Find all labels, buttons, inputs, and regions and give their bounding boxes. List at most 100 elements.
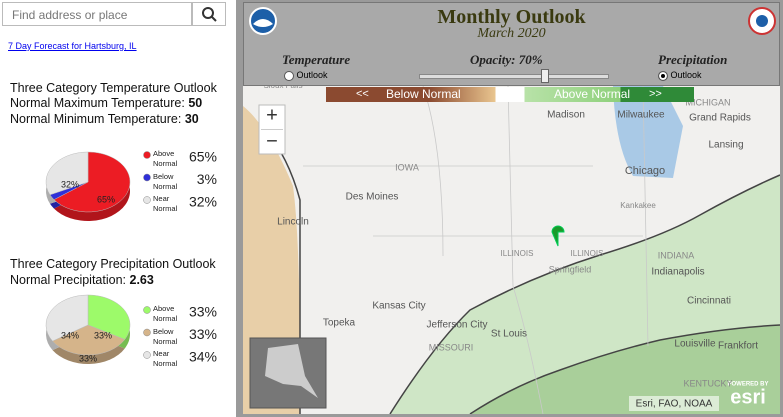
lake-michigan — [613, 86, 683, 178]
outlook-boundary — [389, 174, 780, 414]
pie-slice — [52, 324, 126, 356]
temp-min: Normal Minimum Temperature: 30 — [10, 112, 199, 126]
state-borders — [303, 86, 649, 414]
map-label: ILLINOIS — [571, 249, 604, 258]
opacity-thumb[interactable] — [541, 69, 549, 83]
legend-value: 33% — [189, 326, 217, 342]
temperature-label: Temperature — [282, 52, 351, 67]
map-label: Des Moines — [346, 192, 399, 203]
esri-logo: esri — [730, 386, 766, 408]
pie-label: 33% — [79, 353, 97, 363]
temp-title: Three Category Temperature Outlook — [10, 81, 217, 95]
label: Normal Maximum Temperature: — [10, 96, 185, 110]
alaska-shape — [265, 344, 318, 398]
search-button[interactable] — [192, 2, 226, 26]
map-header: Monthly Outlook March 2020 Temperature O… — [243, 2, 780, 86]
opacity-label: Opacity: 70% — [470, 52, 543, 67]
radio[interactable] — [658, 70, 668, 81]
legend-value: 32% — [189, 194, 217, 210]
zoom-out[interactable]: − — [266, 130, 278, 152]
label: Normal Precipitation: — [10, 273, 127, 287]
legend-text: Near Normal — [153, 194, 178, 213]
legend-label: Below Normal — [153, 326, 178, 346]
precip-normal: Normal Precipitation: 2.63 — [10, 273, 154, 287]
map-subtitle: March 2020 — [477, 26, 546, 41]
map-label: Jefferson City — [427, 320, 488, 331]
label: Normal Minimum Temperature: — [10, 112, 182, 126]
precip-title: Three Category Precipitation Outlook — [10, 257, 216, 271]
pie-slice — [53, 151, 131, 213]
value: 30 — [184, 112, 199, 126]
temperature-radio[interactable]: Outlook — [284, 70, 328, 81]
pie-charts: 65% 32% Above Normal 65% Below Normal 3% Near … — [45, 149, 217, 368]
legend-swatch — [143, 196, 151, 204]
map-label: Grand Rapids — [689, 113, 751, 124]
legend-label: Above Normal — [153, 304, 178, 323]
legend-text: Above Normal — [153, 149, 178, 168]
above-normal-strong-area — [470, 325, 780, 414]
legend-label: Below Normal — [153, 171, 178, 191]
map-label: Lincoln — [277, 217, 309, 228]
pie-label: 65% — [97, 194, 115, 204]
legend-label: Near Normal — [153, 349, 178, 368]
location-marker[interactable] — [551, 225, 565, 247]
legend-value: 33% — [189, 304, 217, 320]
map-label: KENTUCKY — [683, 378, 732, 388]
legend-text: Below Normal — [153, 326, 178, 346]
legend-swatch — [143, 151, 151, 159]
legend-label: Above Normal — [153, 149, 178, 168]
map-title: Monthly Outlook — [437, 6, 586, 28]
map-label: Kankakee — [620, 201, 656, 210]
noaa-logo — [249, 7, 277, 35]
pie-label: 32% — [61, 179, 79, 189]
radio[interactable] — [284, 70, 294, 81]
above-normal-label: Above Normal — [554, 87, 631, 101]
map-label: Springfield — [549, 264, 592, 274]
map-label: Indianapolis — [651, 267, 704, 278]
search-input[interactable]: Find address or place — [2, 2, 192, 26]
map-label: INDIANA — [658, 250, 695, 260]
legend-value: 3% — [197, 171, 217, 187]
map-label: MISSOURI — [429, 342, 474, 352]
legend-swatch — [143, 351, 151, 359]
pie-slice — [45, 294, 89, 342]
forecast-link[interactable]: 7 Day Forecast for Hartsburg, IL — [8, 41, 137, 51]
pie-slice — [45, 151, 89, 196]
left-arrow: << — [356, 88, 369, 100]
legend-bar: << Below Normal Above Normal >> — [326, 87, 694, 102]
temp-max: Normal Maximum Temperature: 50 — [10, 96, 202, 110]
map-label: Milwaukee — [617, 110, 665, 121]
powered-by: POWERED BY — [727, 382, 768, 388]
value: 2.63 — [129, 273, 154, 287]
right-arrow: >> — [649, 88, 662, 100]
legend-swatch — [143, 306, 151, 314]
legend-label: Near Normal — [153, 194, 178, 213]
map: + − Esri, FAO, NOAA POWERED BY esri Siou… — [243, 86, 780, 414]
precipitation-label: Precipitation — [658, 52, 728, 67]
value: 50 — [188, 96, 203, 110]
legend-swatch — [143, 328, 151, 337]
map-label: Chicago — [625, 165, 665, 177]
side-panel: Find address or place 7 Day Forecast for… — [0, 0, 240, 417]
legend-value: 34% — [189, 349, 217, 365]
outlook-boundary — [469, 324, 780, 414]
map-label: Topeka — [323, 318, 356, 329]
map-label: MICHIGAN — [686, 97, 731, 107]
map-label: Lansing — [708, 140, 743, 151]
option: Outlook — [296, 70, 328, 80]
map-label: Kansas City — [372, 301, 425, 312]
pie-slice — [87, 294, 131, 340]
zoom-in[interactable]: + — [266, 104, 278, 126]
map-label: Cincinnati — [687, 296, 731, 307]
below-normal-area — [243, 106, 301, 414]
precipitation-radio[interactable]: Outlook — [658, 70, 702, 81]
opacity-track[interactable] — [419, 74, 609, 79]
legend-text: Above Normal — [153, 304, 178, 323]
map-label: IOWA — [395, 162, 419, 172]
search-icon — [202, 7, 217, 22]
legend-text: Below Normal — [153, 171, 178, 191]
legend-value: 65% — [189, 149, 217, 165]
nws-logo — [748, 7, 776, 35]
legend-text: Near Normal — [153, 349, 178, 368]
